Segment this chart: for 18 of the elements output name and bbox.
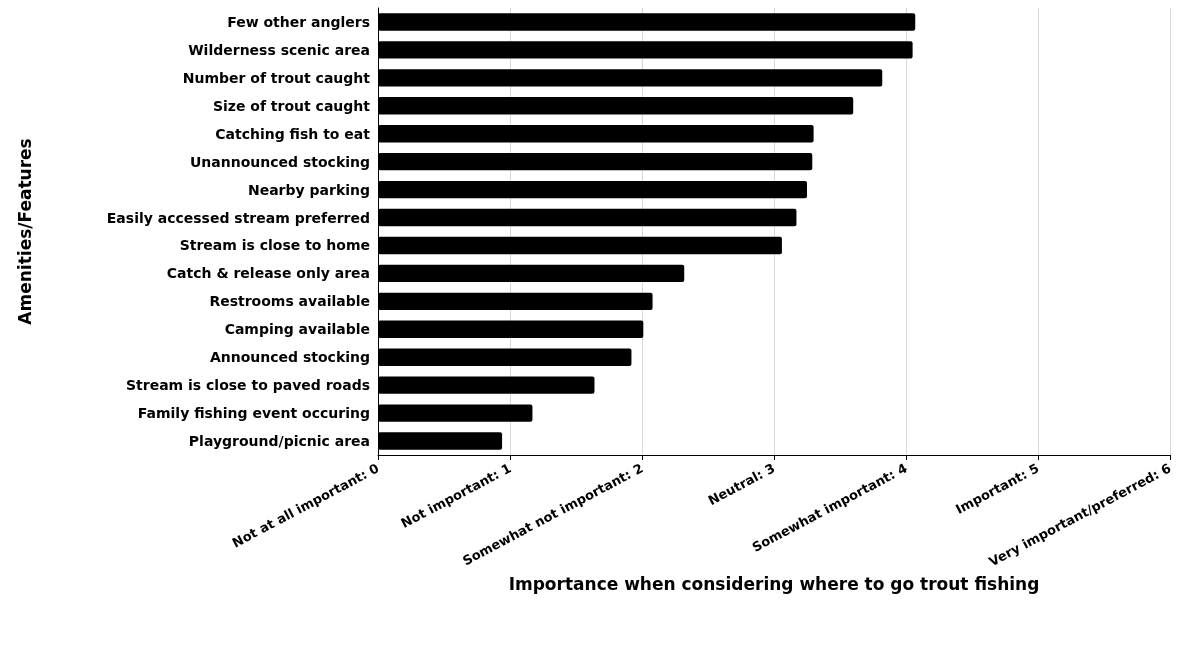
y-tick-label: Catching fish to eat: [215, 125, 371, 142]
y-tick-label: Playground/picnic area: [188, 433, 370, 450]
y-tick-label: Nearby parking: [247, 181, 370, 198]
y-tick-label: Number of trout caught: [182, 69, 371, 86]
y-tick-label: Stream is close to home: [179, 237, 370, 254]
x-axis-title: Importance when considering where to go trout fishing: [508, 573, 1040, 594]
y-tick-label: Few other anglers: [227, 13, 370, 30]
y-axis-title: Amenities/Features: [14, 138, 35, 325]
y-tick-label: Size of trout caught: [212, 97, 371, 114]
y-tick-label: Announced stocking: [209, 349, 370, 366]
y-tick-label: Camping available: [224, 321, 370, 338]
y-tick-label: Unannounced stocking: [190, 153, 370, 170]
y-tick-label: Stream is close to paved roads: [125, 377, 370, 394]
y-tick-label: Easily accessed stream preferred: [106, 209, 370, 226]
y-tick-label: Restrooms available: [209, 293, 370, 310]
y-tick-label: Catch & release only area: [166, 265, 370, 282]
y-tick-label: Wilderness scenic area: [188, 41, 370, 58]
y-tick-label: Family fishing event occuring: [137, 405, 370, 422]
